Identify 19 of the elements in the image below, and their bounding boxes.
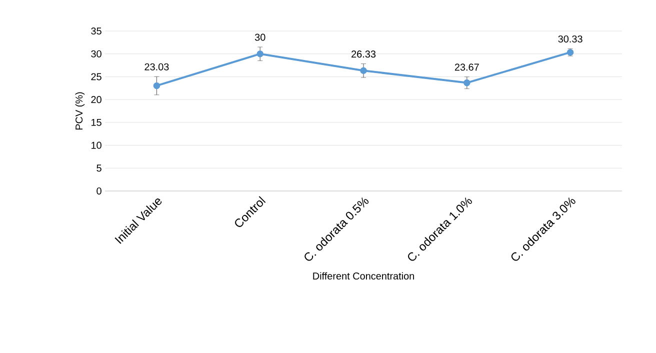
point [256, 50, 264, 58]
y-tick-label: 30 [91, 50, 102, 58]
y-tick-label: 35 [91, 27, 102, 35]
x-axis-title: Different Concentration [313, 272, 414, 280]
y-tick-label: 10 [91, 142, 102, 149]
y-axis-title: PCV (%) [75, 92, 85, 130]
data-label: 26.33 [352, 50, 376, 58]
point [153, 82, 160, 90]
data-label: 23.67 [454, 64, 479, 71]
point [360, 67, 367, 74]
data-label: 23.03 [144, 63, 169, 70]
point [464, 79, 470, 86]
data-label: 30.33 [558, 35, 582, 42]
y-tick-label: 20 [91, 96, 102, 104]
y-tick-label: 0 [96, 187, 102, 195]
y-tick-label: 15 [91, 118, 102, 126]
y-tick-label: 5 [96, 164, 102, 172]
data-label: 30 [254, 34, 266, 41]
y-tick-label: 25 [91, 73, 102, 80]
